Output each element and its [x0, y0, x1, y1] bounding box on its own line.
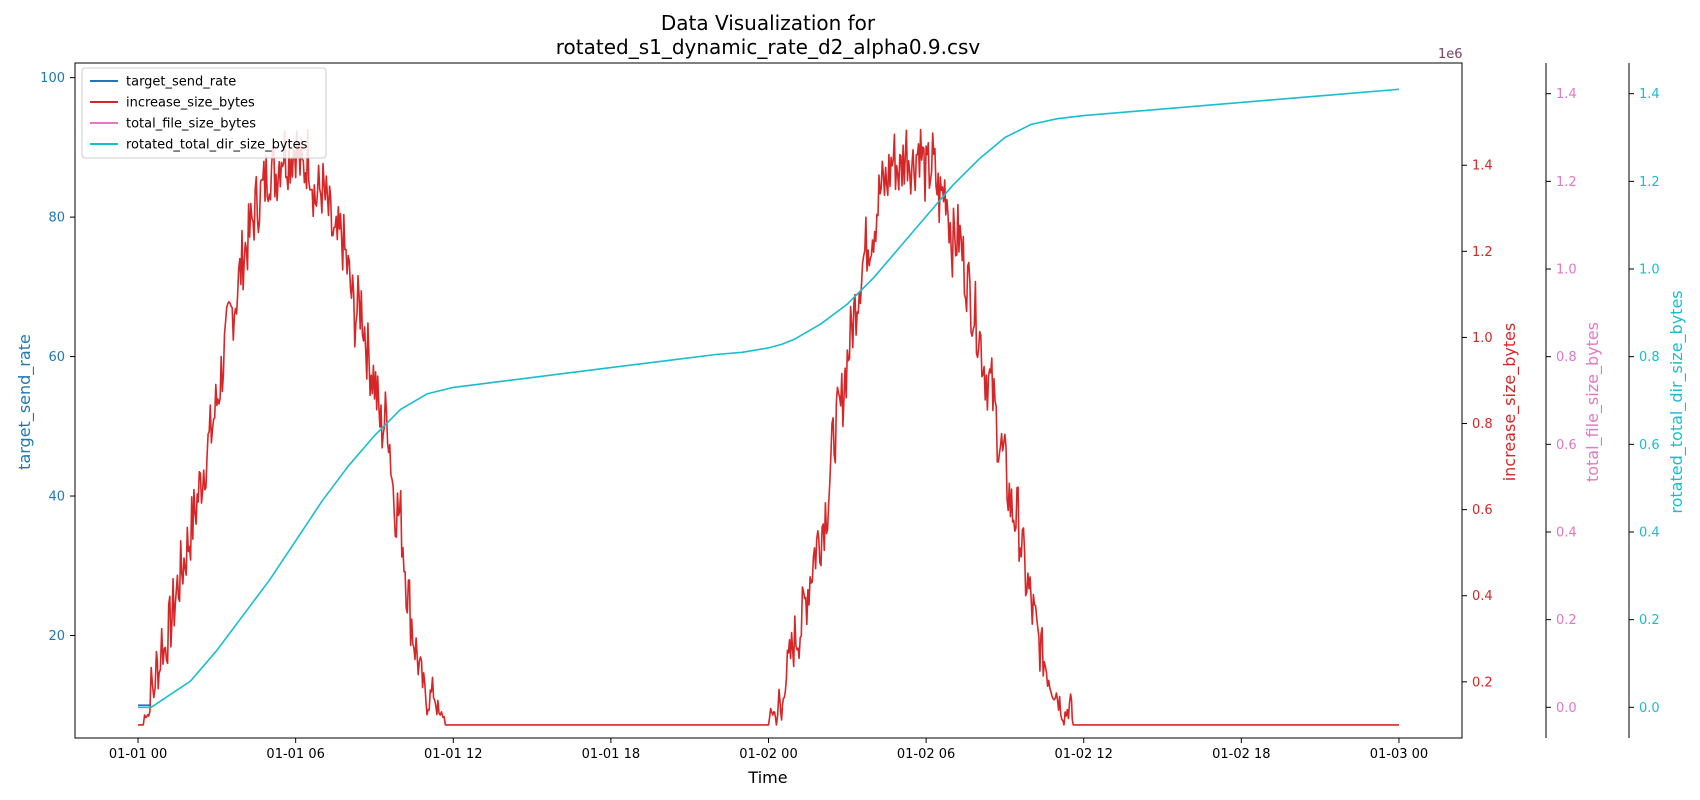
- y-tick-label-right: 1.0: [1556, 263, 1577, 278]
- y-tick-label-right: 0.8: [1472, 417, 1493, 432]
- y-tick-label-right: 1.2: [1472, 245, 1493, 260]
- y-tick-label-right: 0.2: [1556, 613, 1577, 628]
- y-tick-label-right: 1.4: [1556, 87, 1577, 102]
- y-tick-label-right: 0.6: [1472, 503, 1493, 518]
- legend-entry: target_send_rate: [126, 75, 236, 90]
- y-tick-label-right: 0.8: [1639, 350, 1660, 365]
- x-tick-label: 01-03 00: [1370, 747, 1428, 762]
- offset-text-left: 1e6: [1438, 47, 1463, 62]
- y-axis-label-target-send-rate: target_send_rate: [15, 334, 35, 470]
- y-tick-label-left: 60: [48, 350, 65, 365]
- legend-box: [81, 67, 327, 159]
- legend-entry: total_file_size_bytes: [126, 117, 256, 132]
- x-tick-label: 01-02 12: [1055, 747, 1113, 762]
- y-tick-label-right: 0.4: [1556, 525, 1577, 540]
- y-tick-label-right: 1.0: [1472, 331, 1493, 346]
- x-tick-label: 01-02 00: [739, 747, 797, 762]
- y-tick-label-right: 0.2: [1472, 675, 1493, 690]
- x-tick-label: 01-01 00: [109, 747, 167, 762]
- y-tick-label-right: 0.6: [1556, 438, 1577, 453]
- y-tick-label-right: 0.0: [1556, 701, 1577, 716]
- chart-title: Data Visualization for: [661, 11, 876, 35]
- x-tick-label: 01-01 12: [424, 747, 482, 762]
- y-tick-label-right: 0.2: [1639, 613, 1660, 628]
- x-axis-label: Time: [747, 768, 787, 787]
- y-tick-label-right: 1.4: [1639, 87, 1660, 102]
- y-tick-label-right: 1.2: [1556, 175, 1577, 190]
- y-tick-label-left: 20: [48, 629, 65, 644]
- x-tick-label: 01-02 06: [897, 747, 955, 762]
- x-tick-label: 01-02 18: [1212, 747, 1270, 762]
- y-axis-label-rotated-total-dir-size-bytes: rotated_total_dir_size_bytes: [1667, 290, 1687, 513]
- y-tick-label-right: 1.2: [1639, 175, 1660, 190]
- y-tick-label-left: 80: [48, 211, 65, 226]
- legend-entry: increase_size_bytes: [126, 96, 255, 111]
- y-tick-label-right: 1.4: [1472, 159, 1493, 174]
- x-tick-label: 01-01 06: [266, 747, 324, 762]
- y-tick-label-left: 40: [48, 490, 65, 505]
- y-tick-label-right: 0.6: [1639, 438, 1660, 453]
- offset-text-right: 1e6: [1438, 47, 1463, 62]
- plot-layer: 01-01 00 01-01 06 01-01 12 01-01 18 01-02 00…: [40, 62, 1660, 762]
- y-tick-label-right: 0.4: [1472, 589, 1493, 604]
- series-line-increase-size-bytes: [138, 128, 1399, 726]
- chart-subtitle: rotated_s1_dynamic_rate_d2_alpha0.9.csv: [556, 35, 981, 59]
- y-tick-label-right: 0.0: [1639, 701, 1660, 716]
- y-tick-label-right: 0.4: [1639, 525, 1660, 540]
- y-tick-label-right: 1.0: [1639, 263, 1660, 278]
- y-axis-label-increase-size-bytes: increase_size_bytes: [1500, 323, 1520, 482]
- y-axis-label-total-file-size-bytes: total_file_size_bytes: [1583, 322, 1603, 482]
- legend: target_send_rate increase_size_bytestotal…: [81, 67, 327, 159]
- series-line-rotated-total-dir-size-bytes: [138, 88, 1400, 709]
- y-tick-label-left: 100: [40, 71, 65, 86]
- legend-entry: rotated_total_dir_size_bytes: [126, 138, 308, 153]
- x-tick-label: 01-01 18: [582, 747, 640, 762]
- y-tick-label-right: 0.8: [1556, 350, 1577, 365]
